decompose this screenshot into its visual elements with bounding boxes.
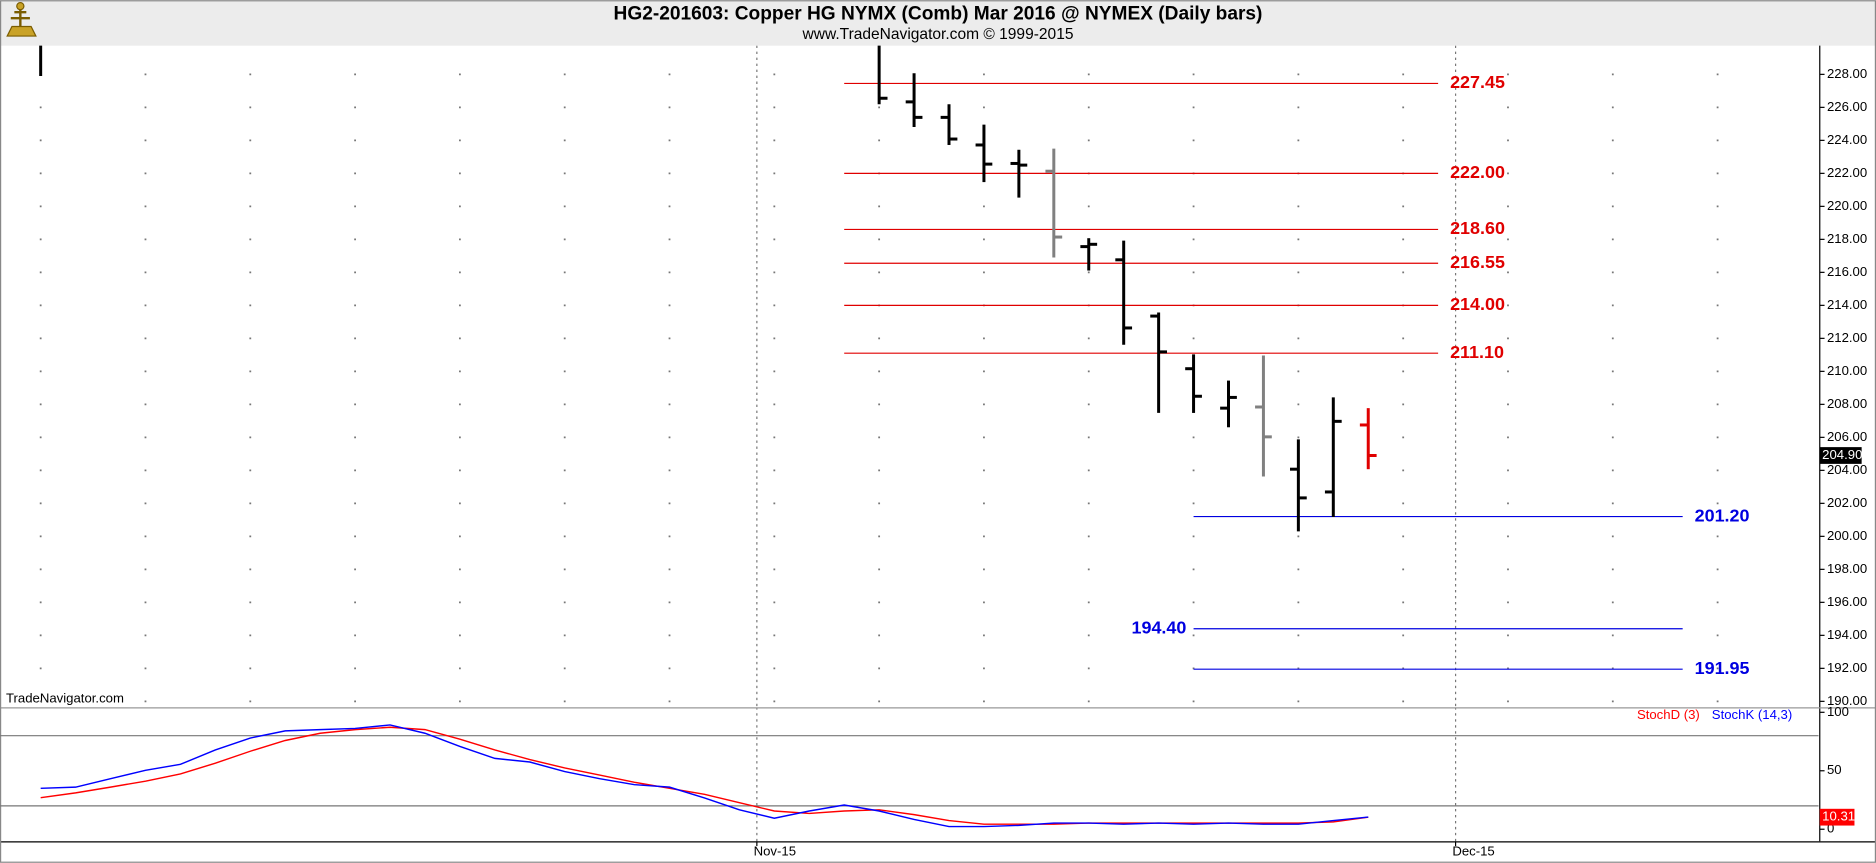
chart-subtitle: www.TradeNavigator.com © 1999-2015 [802,26,1074,43]
last-price-label: 204.90 [1822,447,1862,462]
logo [6,1,37,37]
level-label: 211.10 [1450,342,1504,362]
y-tick-label: 218.00 [1827,231,1867,246]
x-tick-label: Nov-15 [754,844,796,859]
y-tick-label: 210.00 [1827,363,1867,378]
watermark: TradeNavigator.com [6,690,124,705]
level-label: 227.45 [1450,72,1505,92]
y-tick-label: 226.00 [1827,99,1867,114]
y-tick-label: 100 [1827,704,1849,719]
legend-entry: StochK (14,3) [1712,707,1792,722]
y-tick-label: 206.00 [1827,429,1867,444]
y-tick-label: 192.00 [1827,660,1867,675]
y-tick-label: 50 [1827,762,1842,777]
level-label: 214.00 [1450,294,1505,314]
y-tick-label: 198.00 [1827,561,1867,576]
level-label: 222.00 [1450,162,1505,182]
stoch-line [40,724,1369,828]
price-panel [39,45,1819,708]
last-price-box [1819,447,1862,464]
x-tick-label: Dec-15 [1452,844,1494,859]
stochastic-panel [0,708,1819,842]
y-tick-label: 216.00 [1827,264,1867,279]
y-tick-label: 200.00 [1827,528,1867,543]
level-label: 216.55 [1450,252,1505,272]
y-tick-label: 0 [1827,821,1834,836]
level-label: 218.60 [1450,218,1505,238]
y-tick-label: 222.00 [1827,165,1867,180]
y-tick-label: 208.00 [1827,396,1867,411]
chart-title: HG2-201603: Copper HG NYMX (Comb) Mar 20… [614,4,1263,25]
level-label: 201.20 [1695,505,1750,525]
y-tick-label: 196.00 [1827,594,1867,609]
header-band [0,0,1876,46]
y-tick-label: 194.00 [1827,627,1867,642]
level-label: 191.95 [1695,658,1750,678]
y-tick-label: 190.00 [1827,693,1867,708]
last-value-label: 10.31 [1822,809,1855,824]
axes: 190.00 192.00 194.00 196.00 198.00 200.00 202.… [754,66,1868,859]
y-tick-label: 224.00 [1827,132,1867,147]
y-tick-label: 204.00 [1827,462,1867,477]
y-tick-label: 212.00 [1827,330,1867,345]
last-value-box [1819,808,1855,826]
level-label: 194.40 [1132,617,1187,637]
y-tick-label: 214.00 [1827,297,1867,312]
y-tick-label: 202.00 [1827,495,1867,510]
legend-entry: StochD (3) [1637,707,1700,722]
y-tick-label: 228.00 [1827,66,1867,81]
y-tick-label: 220.00 [1827,198,1867,213]
